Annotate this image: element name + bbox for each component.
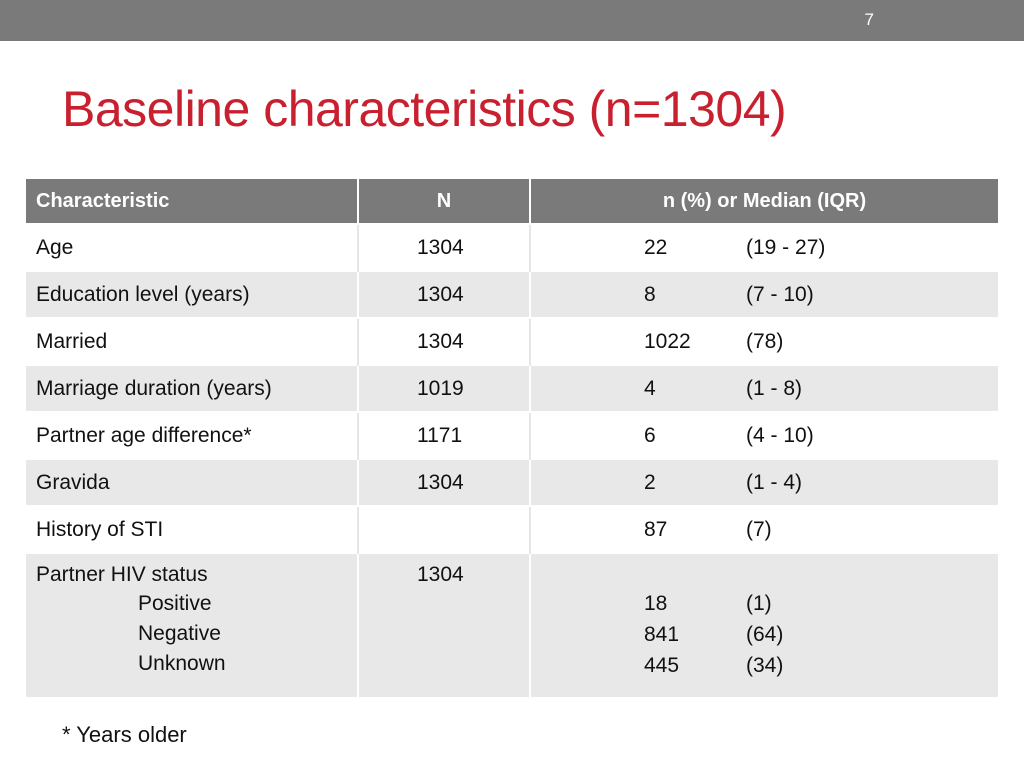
table-header-row: Characteristic N n (%) or Median (IQR) [26,179,998,224]
header-n: N [358,179,531,224]
characteristics-table: Characteristic N n (%) or Median (IQR) A… [26,179,998,697]
row-label: Married [26,317,359,365]
row-value-cell: 1022 (78) [530,317,998,365]
table-row: Age 1304 22 (19 - 27) [26,223,998,271]
row-value-cell: 87 (7) [530,505,998,553]
sub-label: Unknown [138,652,226,675]
row-n: 1304 [358,317,531,365]
row-value: 445 [644,654,680,677]
sub-label: Positive [138,592,212,615]
row-label: Gravida [26,458,359,506]
row-value-cell: 8 (7 - 10) [530,270,998,318]
row-n [358,505,531,553]
row-range: (34) [746,654,784,677]
row-label: Age [26,223,359,271]
row-range: (19 - 27) [746,235,826,259]
row-range: (1 - 4) [746,470,803,494]
row-value-cell: 2 (1 - 4) [530,458,998,506]
table-row: Partner age difference* 1171 6 (4 - 10) [26,411,998,459]
row-value: 8 [644,282,656,306]
footnote: * Years older [62,722,187,747]
row-n: 1304 [358,223,531,271]
row-range: (7 - 10) [746,282,814,306]
table-row: Education level (years) 1304 8 (7 - 10) [26,270,998,318]
row-value-cell: 6 (4 - 10) [530,411,998,459]
row-label: Partner age difference* [26,411,359,459]
slide-title: Baseline characteristics (n=1304) [62,81,787,137]
table-row: Married 1304 1022 (78) [26,317,998,365]
row-value: 4 [644,376,656,400]
row-n: 1304 [358,270,531,318]
table-row: Gravida 1304 2 (1 - 4) [26,458,998,506]
row-n: 1171 [358,411,531,459]
row-range: (64) [746,623,784,646]
row-label: Education level (years) [26,270,359,318]
header-value: n (%) or Median (IQR) [530,179,998,224]
row-value-cell: 4 (1 - 8) [530,364,998,412]
sub-value-row: 18 (1) [644,588,988,619]
row-value-cell: 22 (19 - 27) [530,223,998,271]
row-value: 87 [644,517,668,541]
header-characteristic: Characteristic [26,179,359,224]
row-label: History of STI [26,505,359,553]
table-row: History of STI 87 (7) [26,505,998,553]
row-value: 6 [644,423,656,447]
table-row-hiv: Partner HIV status Positive Negative Unk… [26,552,998,697]
row-range: (78) [746,329,784,353]
row-label: Marriage duration (years) [26,364,359,412]
sub-label: Negative [138,622,221,645]
row-value: 22 [644,235,668,259]
row-n: 1019 [358,364,531,412]
sub-value-row: 445 (34) [644,650,988,681]
row-value: 1022 [644,329,691,353]
page-number: 7 [864,10,874,29]
row-n: 1304 [358,458,531,506]
row-value: 841 [644,623,680,646]
hiv-label-cell: Partner HIV status Positive Negative Unk… [26,552,359,697]
sub-value-row: 841 (64) [644,619,988,650]
row-n: 1304 [358,552,531,697]
row-value: 2 [644,470,656,494]
row-range: (1 - 8) [746,376,803,400]
row-range: (4 - 10) [746,423,814,447]
row-range: (1) [746,592,772,615]
row-range: (7) [746,517,772,541]
row-n-value: 1304 [417,563,464,586]
row-value-cell: 18 (1) 841 (64) 445 (34) [530,552,998,697]
row-value: 18 [644,592,668,615]
top-bar: 7 [0,0,1024,41]
table-row: Marriage duration (years) 1019 4 (1 - 8) [26,364,998,412]
row-label: Partner HIV status [36,563,208,586]
